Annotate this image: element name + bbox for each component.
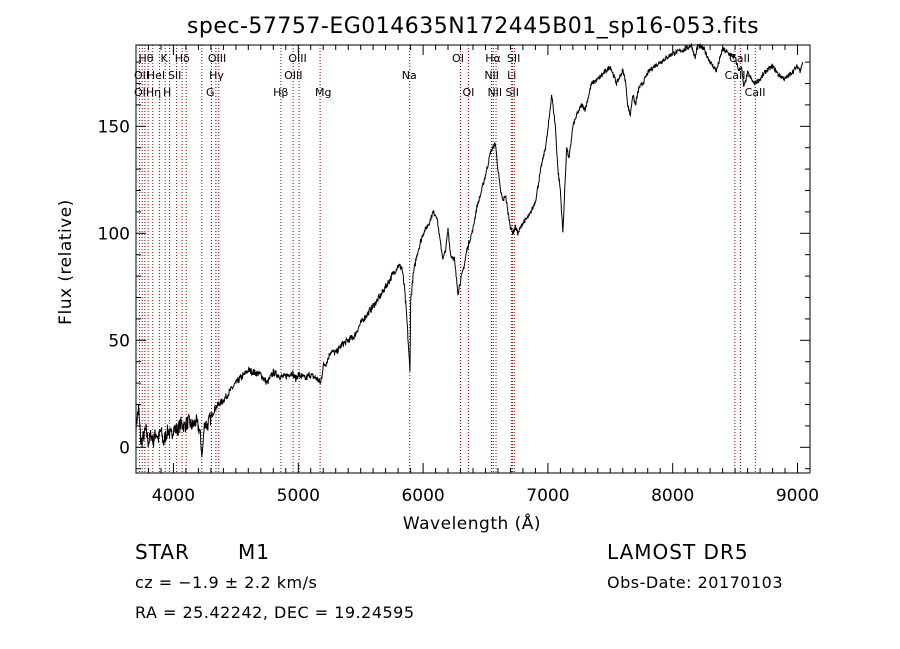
line-label-12: Hγ (209, 69, 224, 82)
line-label-23: Mg (315, 86, 331, 99)
line-label-6: Hα (485, 52, 501, 65)
line-label-20: H (163, 86, 171, 99)
line-label-7: SII (507, 52, 520, 65)
line-label-19: Hη (146, 86, 161, 99)
x-tick-label: 7000 (526, 486, 569, 506)
line-label-9: OII (134, 69, 149, 82)
y-axis-ticks: 0 50 100 150 (98, 61, 810, 470)
spectrum-series (135, 43, 803, 458)
y-axis-label: Flux (relative) (56, 199, 76, 325)
line-label-22: Hβ (273, 86, 288, 99)
line-label-2: Hδ (175, 52, 190, 65)
line-label-24: OI (462, 86, 474, 99)
plot-frame (135, 44, 811, 474)
x-tick-label: 9000 (776, 486, 819, 506)
object-subclass: M1 (238, 540, 270, 564)
survey-name: LAMOST DR5 (607, 540, 749, 564)
line-label-15: NII (484, 69, 499, 82)
x-tick-label: 4000 (152, 486, 195, 506)
line-label-1: K (160, 52, 168, 65)
x-axis-ticks: 4000 5000 6000 7000 8000 9000 (148, 45, 819, 506)
observation-date: Obs-Date: 20170103 (607, 573, 784, 592)
redshift-velocity: cz = −1.9 ± 2.2 km/s (135, 573, 318, 592)
spectrum-line (135, 43, 803, 458)
coordinates: RA = 25.42242, DEC = 19.24595 (135, 603, 415, 622)
object-class: STAR (135, 540, 190, 564)
chart-title: spec-57757-EG014635N172445B01_sp16-053.f… (187, 14, 759, 39)
y-tick-label: 50 (108, 331, 130, 351)
line-label-4: OIII (288, 52, 306, 65)
line-label-17: CaII (725, 69, 746, 82)
line-label-3: OIII (208, 52, 226, 65)
line-label-26: SII (506, 86, 519, 99)
line-label-11: SII (168, 69, 181, 82)
y-tick-label: 150 (98, 117, 130, 137)
spectral-line-markers (138, 45, 756, 473)
x-axis-label: Wavelength (Å) (403, 512, 541, 534)
x-tick-label: 8000 (651, 486, 694, 506)
line-label-16: Li (507, 69, 516, 82)
y-tick-label: 100 (98, 224, 130, 244)
line-label-13: OIII (284, 69, 302, 82)
line-label-21: G (206, 86, 215, 99)
x-tick-label: 5000 (277, 486, 320, 506)
y-tick-label: 0 (119, 438, 130, 458)
line-label-10: HeI (147, 69, 165, 82)
line-label-0: Hθ (138, 52, 153, 65)
line-label-5: OI (452, 52, 464, 65)
line-label-25: NII (487, 86, 502, 99)
line-label-18: OII (134, 86, 149, 99)
line-label-27: CaII (745, 86, 766, 99)
line-label-14: Na (402, 69, 417, 82)
x-tick-label: 6000 (401, 486, 444, 506)
